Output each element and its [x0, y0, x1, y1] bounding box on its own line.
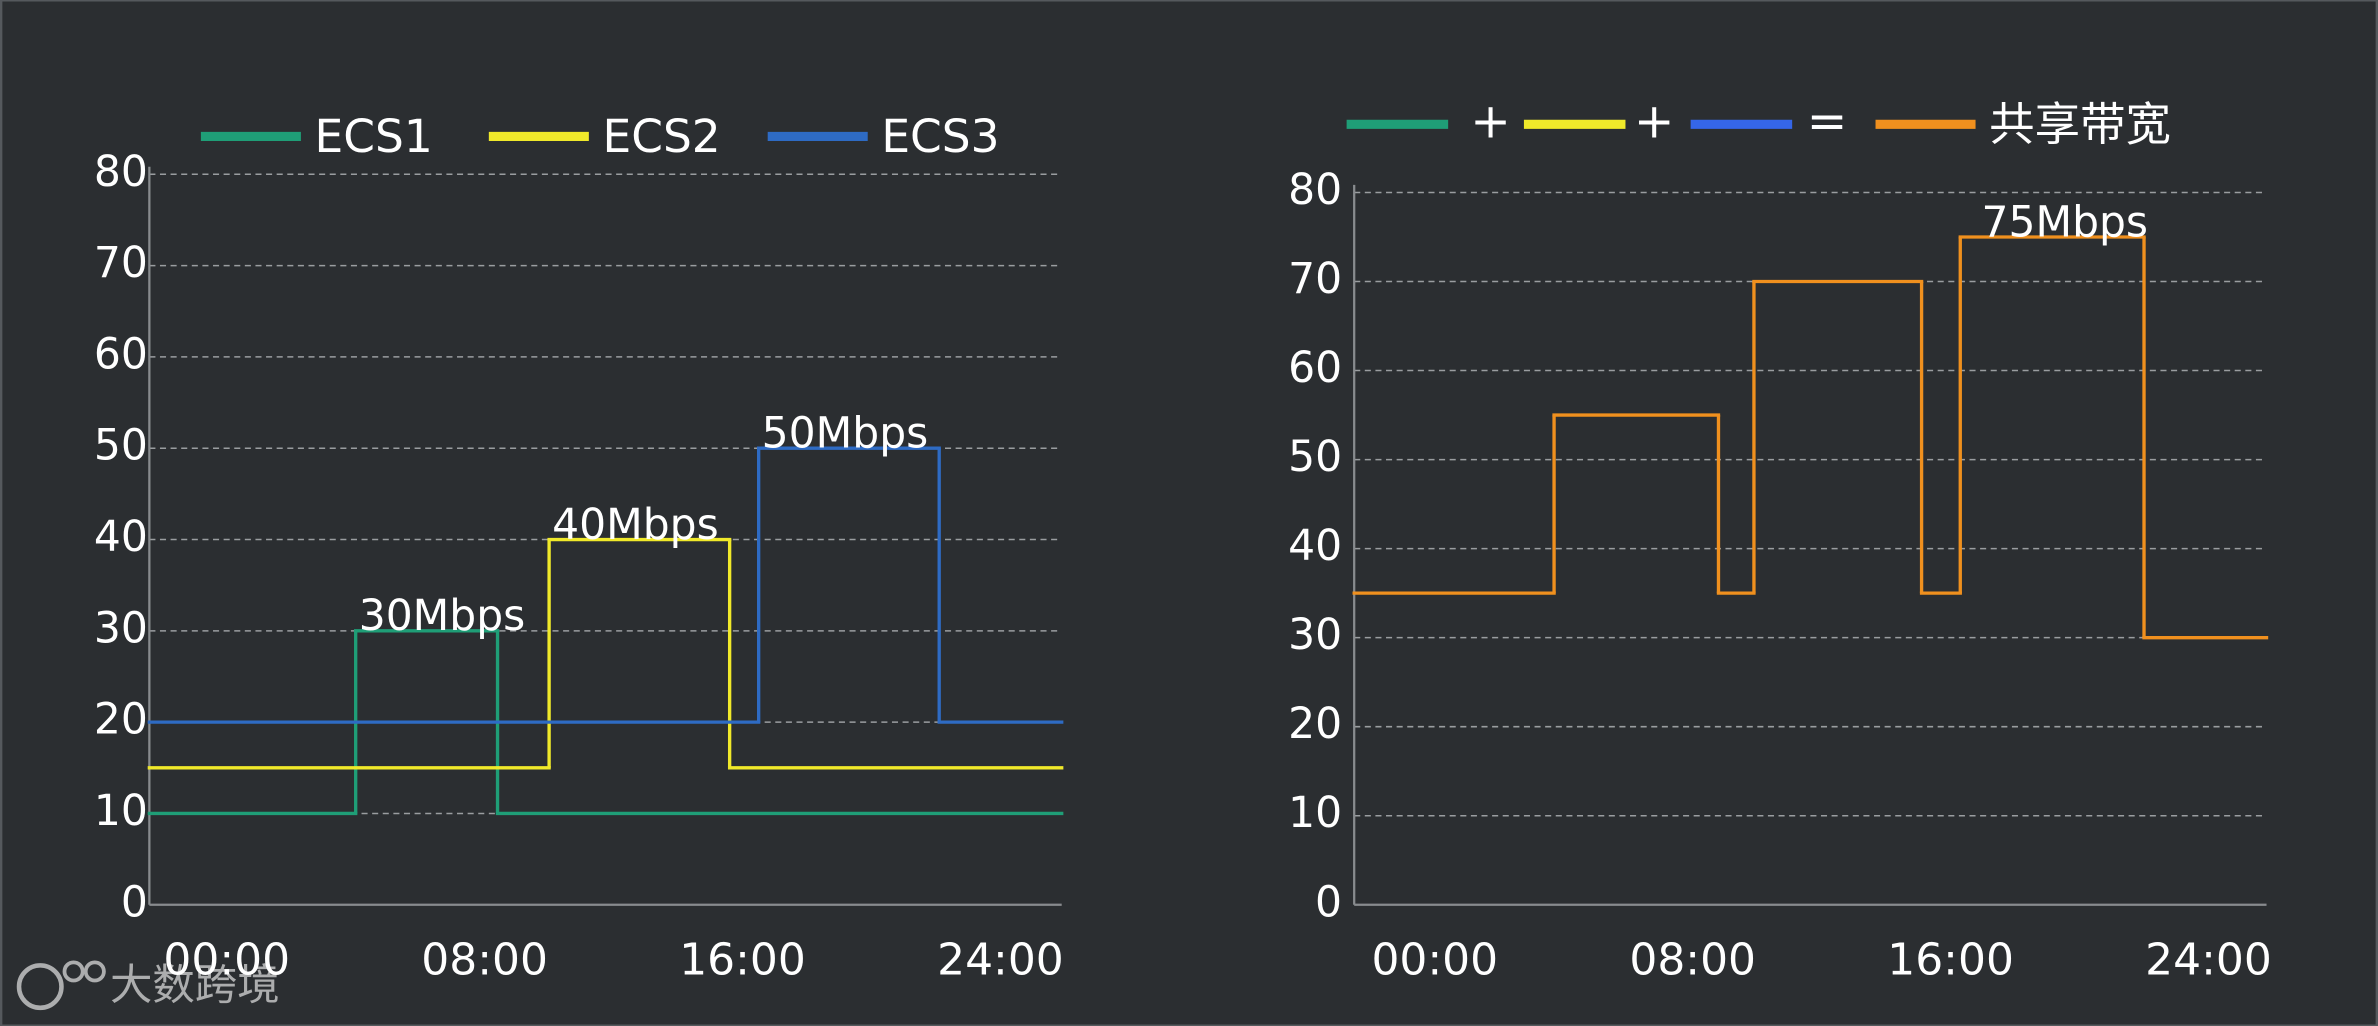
y-tick-label: 30: [94, 604, 148, 653]
legend-label: 共享带宽: [1989, 98, 2171, 151]
watermark: 大数跨境: [16, 960, 280, 1011]
x-tick-label: 00:00: [1371, 934, 1498, 985]
y-tick-label: 0: [121, 878, 148, 927]
watermark-logo: [83, 960, 106, 983]
x-tick-label: 16:00: [1887, 934, 2014, 985]
y-tick-label: 10: [1288, 789, 1342, 838]
x-tick-label: 24:00: [2145, 934, 2272, 985]
y-tick-label: 60: [94, 330, 148, 379]
legend-operator: +: [1470, 93, 1511, 149]
y-tick-label: 30: [1288, 611, 1342, 660]
y-tick-label: 50: [94, 422, 148, 471]
watermark-text: 大数跨境: [110, 962, 280, 1011]
y-tick-label: 40: [94, 513, 148, 562]
y-tick-label: 60: [1288, 344, 1342, 393]
y-tick-label: 40: [1288, 522, 1342, 571]
legend-label: ECS3: [881, 110, 999, 163]
y-tick-label: 50: [1288, 433, 1342, 482]
y-tick-label: 20: [94, 696, 148, 745]
legend-operator: +: [1634, 93, 1675, 149]
annotation: 30Mbps: [359, 592, 526, 641]
y-tick-label: 70: [1288, 255, 1342, 304]
legend-label: ECS1: [315, 110, 433, 163]
x-tick-label: 16:00: [679, 934, 806, 985]
legend-label: ECS2: [602, 110, 720, 163]
y-tick-label: 80: [1288, 166, 1342, 215]
y-tick-label: 20: [1288, 700, 1342, 749]
annotation: 50Mbps: [762, 410, 929, 459]
y-tick-label: 80: [94, 148, 148, 197]
legend-operator: =: [1807, 93, 1848, 149]
annotation: 75Mbps: [1981, 198, 2148, 247]
watermark-logo: [62, 960, 85, 983]
x-tick-label: 00:00: [163, 934, 290, 985]
watermark-logo: [16, 963, 64, 1011]
x-tick-label: 24:00: [937, 934, 1064, 985]
x-tick-label: 08:00: [1629, 934, 1756, 985]
chart: 0 10 20 30 40 50 60 70 80 00:00 08:00 16:00 24:00 30M…: [94, 110, 1064, 985]
y-tick-label: 0: [1315, 878, 1342, 927]
x-tick-label: 08:00: [421, 934, 548, 985]
y-tick-label: 70: [94, 239, 148, 288]
y-tick-label: 10: [94, 787, 148, 836]
chart: 0 10 20 30 40 50 60 70 80 00:00 08:00 16:00 24:00 75M…: [1288, 93, 2272, 985]
annotation: 40Mbps: [552, 501, 719, 550]
